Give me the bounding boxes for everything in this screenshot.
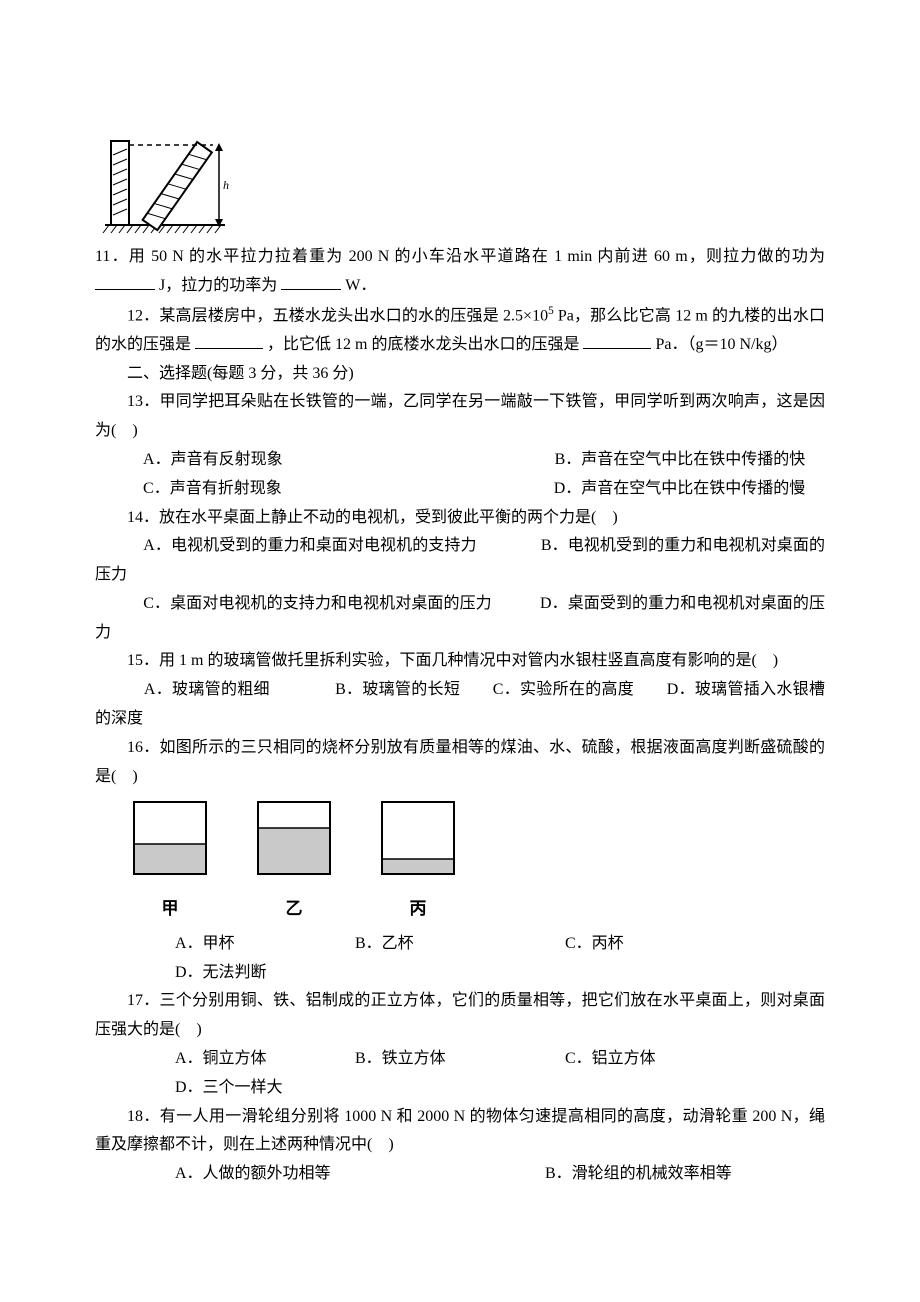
q10-figure: h: [95, 135, 825, 235]
q16-c: C．丙杯: [565, 930, 624, 959]
q11-tail: W．: [345, 277, 376, 294]
q12: 12．某高层楼房中，五楼水龙头出水口的水的压强是 2.5×105 Pa，那么比它…: [95, 301, 825, 360]
q17-a: A．铜立方体: [175, 1045, 355, 1074]
q13-c: C．声音有折射现象: [143, 480, 282, 497]
beaker-bing: 丙: [381, 801, 455, 924]
q17-d: D．三个一样大: [175, 1079, 283, 1096]
beaker-jia-label: 甲: [133, 894, 207, 925]
q11-mid: J，拉力的功率为: [159, 277, 277, 294]
q16-stem: 16．如图所示的三只相同的烧杯分别放有质量相等的煤油、水、硫酸，根据液面高度判断…: [95, 734, 825, 792]
q15-stem: 15．用 1 m 的玻璃管做托里拆利实验，下面几种情况中对管内水银柱竖直高度有影…: [95, 647, 825, 676]
q14-stem: 14．放在水平桌面上静止不动的电视机，受到彼此平衡的两个力是( ): [95, 504, 825, 533]
q11-blank2: [281, 272, 341, 290]
q13-d: D．声音在空气中比在铁中传播的慢: [554, 480, 806, 497]
beaker-yi-label: 乙: [257, 894, 331, 925]
beaker-yi: 乙: [257, 801, 331, 924]
q18-b: B．滑轮组的机械效率相等: [545, 1160, 732, 1189]
q18-a: A．人做的额外功相等: [175, 1160, 545, 1189]
q16-figure: 甲 乙 丙: [95, 801, 825, 924]
svg-text:h: h: [223, 178, 229, 192]
beaker-bing-label: 丙: [381, 894, 455, 925]
q16-d: D．无法判断: [175, 964, 267, 981]
q12-p3: ，比它低 12 m 的底楼水龙头出水口的压强是: [267, 336, 579, 353]
q12-p1: 12．某高层楼房中，五楼水龙头出水口的水的压强是 2.5×10: [127, 307, 548, 324]
beaker-jia: 甲: [133, 801, 207, 924]
q16-a: A．甲杯: [175, 930, 355, 959]
q16-d-row: D．无法判断: [95, 959, 825, 988]
q15-c: C．实验所在的高度: [493, 681, 634, 698]
q17-b: B．铁立方体: [355, 1045, 565, 1074]
q13-b: B．声音在空气中比在铁中传播的快: [555, 451, 806, 468]
q16-b: B．乙杯: [355, 930, 565, 959]
q14-c: C．桌面对电视机的支持力和电视机对桌面的压力: [143, 595, 492, 612]
q11-blank1: [95, 272, 155, 290]
q11-text: 11．用 50 N 的水平拉力拉着重为 200 N 的小车沿水平道路在 1 mi…: [95, 248, 825, 265]
q14-ab: A．电视机受到的重力和桌面对电视机的支持力 B．电视机受到的重力和电视机对桌面的…: [95, 532, 825, 590]
q13-cd: C．声音有折射现象 D．声音在空气中比在铁中传播的慢: [95, 475, 825, 504]
q13-a: A．声音有反射现象: [143, 451, 283, 468]
q18-stem: 18．有一人用一滑轮组分别将 1000 N 和 2000 N 的物体匀速提高相同…: [95, 1103, 825, 1161]
q15-b: B．玻璃管的长短: [335, 681, 460, 698]
q15-opts: A．玻璃管的粗细 B．玻璃管的长短 C．实验所在的高度 D．玻璃管插入水银槽的深…: [95, 676, 825, 734]
q12-p4: Pa．（g＝10 N/kg）: [655, 336, 787, 353]
q18-ab: A．人做的额外功相等 B．滑轮组的机械效率相等: [95, 1160, 825, 1189]
q13-ab: A．声音有反射现象 B．声音在空气中比在铁中传播的快: [95, 446, 825, 475]
q15-a: A．玻璃管的粗细: [144, 681, 270, 698]
q14-cd: C．桌面对电视机的支持力和电视机对桌面的压力 D．桌面受到的重力和电视机对桌面的…: [95, 590, 825, 648]
q11: 11．用 50 N 的水平拉力拉着重为 200 N 的小车沿水平道路在 1 mi…: [95, 243, 825, 301]
q17-abc: A．铜立方体 B．铁立方体 C．铝立方体: [95, 1045, 825, 1074]
q17-c: C．铝立方体: [565, 1045, 656, 1074]
q13-stem: 13．甲同学把耳朵贴在长铁管的一端，乙同学在另一端敲一下铁管，甲同学听到两次响声…: [95, 388, 825, 446]
q12-blank1: [195, 331, 263, 349]
q17-d-row: D．三个一样大: [95, 1074, 825, 1103]
section2-header: 二、选择题(每题 3 分，共 36 分): [95, 360, 825, 389]
q14-a: A．电视机受到的重力和桌面对电视机的支持力: [143, 537, 476, 554]
q12-blank2: [583, 331, 651, 349]
q17-stem: 17．三个分别用铜、铁、铝制成的正立方体，它们的质量相等，把它们放在水平桌面上，…: [95, 987, 825, 1045]
q16-abc: A．甲杯 B．乙杯 C．丙杯: [95, 930, 825, 959]
